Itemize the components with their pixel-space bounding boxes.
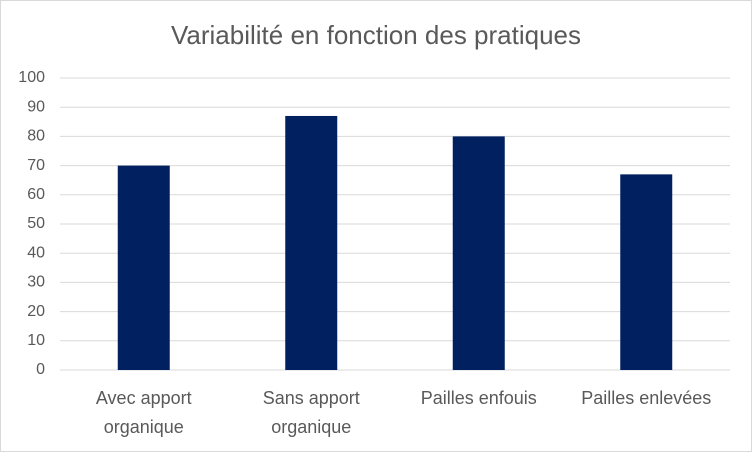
bar: [452, 136, 505, 370]
x-tick-label: Pailles enfouis: [420, 388, 537, 408]
y-tick-label: 40: [27, 244, 45, 261]
y-tick-label: 30: [27, 274, 45, 291]
x-tick-label: Sans apport organique: [262, 388, 360, 437]
y-tick-label: 0: [36, 361, 45, 378]
bar: [620, 174, 673, 370]
y-tick-label: 50: [27, 215, 45, 232]
y-tick-label: 10: [27, 332, 45, 349]
y-tick-label: 70: [27, 157, 45, 174]
y-tick-label: 100: [18, 69, 45, 86]
y-tick-label: 90: [27, 98, 45, 115]
x-tick-label: Pailles enlevées: [581, 388, 712, 408]
y-tick-label: 20: [27, 303, 45, 320]
bar: [117, 165, 170, 370]
chart-title: Variabilité en fonction des pratiques: [171, 20, 581, 50]
y-tick-label: 60: [27, 186, 45, 203]
y-tick-label: 80: [27, 128, 45, 145]
bar: [285, 115, 338, 371]
x-tick-label: Avec apport organique: [95, 388, 192, 437]
